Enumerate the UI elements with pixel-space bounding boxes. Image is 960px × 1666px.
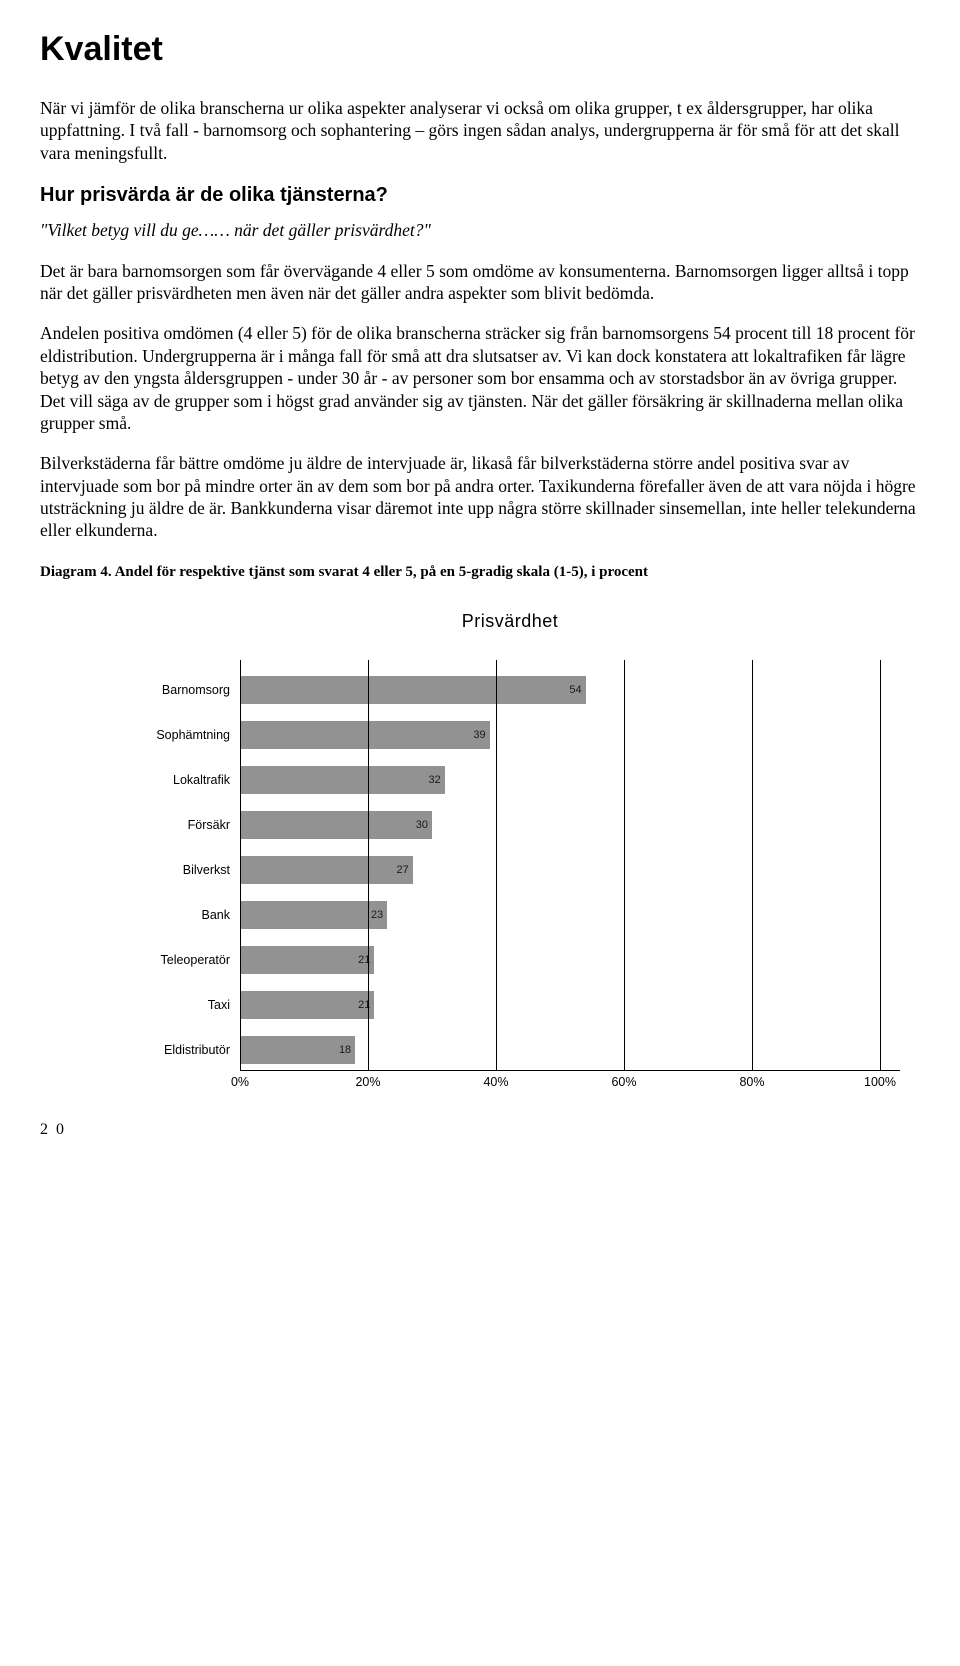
chart-bar-label: Bank — [112, 908, 230, 922]
paragraph-1: När vi jämför de olika branscherna ur ol… — [40, 97, 920, 164]
paragraph-3: Andelen positiva omdömen (4 eller 5) för… — [40, 322, 920, 434]
chart-x-tick: 60% — [611, 1075, 636, 1089]
chart-bar: 39 — [240, 721, 490, 749]
chart-bar-label: Lokaltrafik — [112, 773, 230, 787]
chart-bar-label: Sophämtning — [112, 728, 230, 742]
chart-x-axis: 0%20%40%60%80%100% — [240, 1071, 900, 1091]
chart-bar-value: 39 — [473, 729, 485, 741]
chart-bar-label: Barnomsorg — [112, 683, 230, 697]
paragraph-4: Bilverkstäderna får bättre omdöme ju äld… — [40, 452, 920, 542]
chart-title: Prisvärdhet — [120, 611, 900, 632]
chart-gridline — [496, 660, 497, 1070]
chart-gridline — [624, 660, 625, 1070]
chart-gridline — [240, 660, 241, 1070]
chart-prisvardhet: Prisvärdhet Barnomsorg54Sophämtning39Lok… — [120, 611, 900, 1091]
chart-row: Taxi21 — [240, 983, 900, 1028]
chart-bar-label: Bilverkst — [112, 863, 230, 877]
chart-row: Sophämtning39 — [240, 713, 900, 758]
chart-bar-value: 32 — [429, 774, 441, 786]
chart-bar-value: 18 — [339, 1044, 351, 1056]
chart-row: Eldistributör18 — [240, 1028, 900, 1073]
chart-row: Barnomsorg54 — [240, 668, 900, 713]
chart-row: Bank23 — [240, 893, 900, 938]
page-title: Kvalitet — [40, 30, 920, 69]
chart-bar: 23 — [240, 901, 387, 929]
chart-x-tick: 100% — [864, 1075, 896, 1089]
chart-gridline — [752, 660, 753, 1070]
paragraph-2: Det är bara barnomsorgen som får överväg… — [40, 260, 920, 305]
chart-bar: 32 — [240, 766, 445, 794]
chart-x-tick: 0% — [231, 1075, 249, 1089]
chart-x-tick: 80% — [739, 1075, 764, 1089]
chart-row: Bilverkst27 — [240, 848, 900, 893]
chart-row: Försäkr30 — [240, 803, 900, 848]
chart-bar-label: Taxi — [112, 998, 230, 1012]
chart-bar-value: 23 — [371, 909, 383, 921]
chart-bar-label: Teleoperatör — [112, 953, 230, 967]
quote-prisvarda: "Vilket betyg vill du ge…… när det gälle… — [40, 219, 920, 241]
chart-bar: 21 — [240, 991, 374, 1019]
chart-bar-value: 30 — [416, 819, 428, 831]
heading-prisvarda: Hur prisvärda är de olika tjänsterna? — [40, 184, 920, 207]
chart-bar: 21 — [240, 946, 374, 974]
chart-row: Teleoperatör21 — [240, 938, 900, 983]
chart-bar-label: Eldistributör — [112, 1043, 230, 1057]
chart-plot-area: Barnomsorg54Sophämtning39Lokaltrafik32Fö… — [240, 660, 900, 1071]
chart-gridline — [368, 660, 369, 1070]
chart-bar: 27 — [240, 856, 413, 884]
chart-bar: 30 — [240, 811, 432, 839]
chart-gridline — [880, 660, 881, 1070]
chart-bar-label: Försäkr — [112, 818, 230, 832]
chart-bar: 54 — [240, 676, 586, 704]
chart-x-tick: 20% — [355, 1075, 380, 1089]
chart-row: Lokaltrafik32 — [240, 758, 900, 803]
chart-x-tick: 40% — [483, 1075, 508, 1089]
chart-bar: 18 — [240, 1036, 355, 1064]
diagram-caption: Diagram 4. Andel för respektive tjänst s… — [40, 564, 920, 581]
chart-bar-value: 54 — [569, 684, 581, 696]
page-number: 2 0 — [40, 1121, 920, 1139]
chart-bar-value: 27 — [397, 864, 409, 876]
